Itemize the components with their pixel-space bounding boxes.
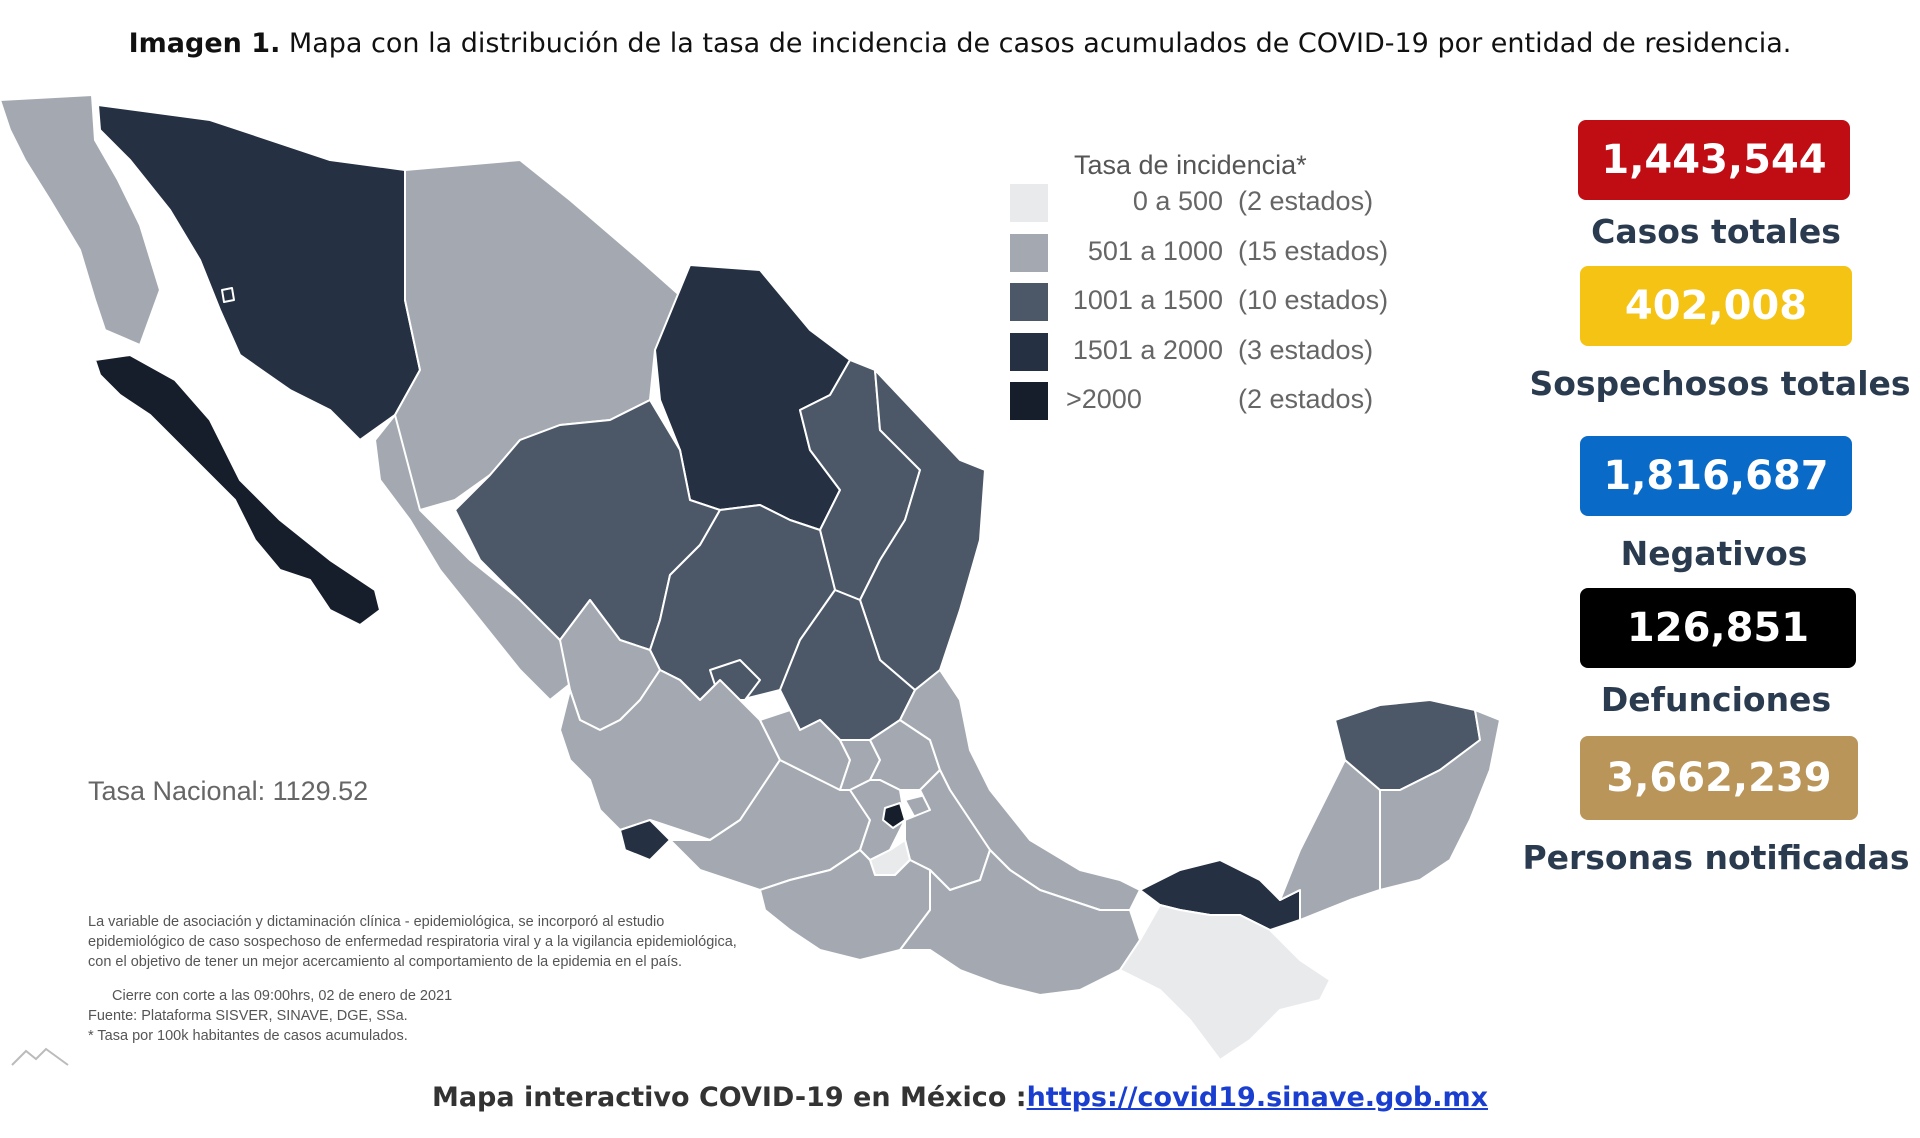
- stat-casos-totales: 1,443,544 Casos totales: [1578, 120, 1858, 251]
- legend-item: 501 a 1000 (15 estados): [1008, 230, 1428, 272]
- state-estado-de-mexico[interactable]: [849, 779, 906, 861]
- footer: Mapa interactivo COVID-19 en México :htt…: [0, 1082, 1920, 1113]
- stat-label: Defunciones: [1600, 680, 1832, 719]
- legend-count: (2 estados): [1238, 384, 1374, 414]
- note-tasa: * Tasa por 100k habitantes de casos acum…: [88, 1028, 408, 1044]
- stat-notificadas: 3,662,239 Personas notificadas: [1522, 736, 1910, 877]
- mexico-map: [0, 94, 1500, 1061]
- stat-value-box: 126,851: [1580, 588, 1856, 668]
- state-baja-california[interactable]: [0, 94, 161, 346]
- legend-item: 0 a 500 (2 estados): [1008, 180, 1428, 222]
- island-tiburon: [221, 287, 235, 303]
- legend-count: (3 estados): [1238, 335, 1374, 365]
- note-cierre: Cierre con corte a las 09:00hrs, 02 de e…: [112, 988, 453, 1004]
- legend-swatch: [1010, 283, 1048, 321]
- stat-label: Casos totales: [1591, 212, 1841, 251]
- legend-range: 1501 a 2000: [1072, 335, 1223, 365]
- state-colima[interactable]: [619, 819, 671, 861]
- legend-range: >2000: [1066, 384, 1142, 414]
- legend-range: 0 a 500: [1132, 186, 1223, 216]
- legend-swatch: [1010, 234, 1048, 272]
- legend-item: 1501 a 2000 (3 estados): [1008, 329, 1428, 371]
- note-line: La variable de asociación y dictaminació…: [88, 914, 665, 930]
- mountain-logo-icon: [11, 1047, 69, 1066]
- note-line: con el objetivo de tener un mejor acerca…: [88, 954, 683, 970]
- caption-prefix: Imagen 1.: [128, 28, 281, 59]
- national-rate: Tasa Nacional: 1129.52: [88, 776, 369, 806]
- legend-item: >2000 (2 estados): [1008, 378, 1428, 420]
- legend-count: (10 estados): [1238, 285, 1389, 315]
- legend-count: (2 estados): [1238, 186, 1374, 216]
- legend-range: 501 a 1000: [1087, 236, 1223, 266]
- stat-label: Sospechosos totales: [1529, 364, 1911, 403]
- state-baja-california-sur[interactable]: [94, 354, 381, 626]
- footnotes: La variable de asociación y dictaminació…: [88, 912, 737, 1046]
- state-sonora[interactable]: [97, 104, 421, 441]
- stat-label: Negativos: [1620, 534, 1808, 573]
- legend-swatch: [1010, 382, 1048, 420]
- stat-negativos: 1,816,687 Negativos: [1580, 436, 1860, 573]
- state-guerrero[interactable]: [759, 849, 931, 961]
- state-sinaloa[interactable]: [374, 414, 576, 701]
- footer-link[interactable]: https://covid19.sinave.gob.mx: [1026, 1082, 1489, 1113]
- stat-value-box: 1,816,687: [1580, 436, 1852, 516]
- note-line: epidemiológico de caso sospechoso de enf…: [88, 934, 737, 950]
- stat-value-box: 1,443,544: [1578, 120, 1850, 200]
- caption-text: Mapa con la distribución de la tasa de i…: [280, 28, 1792, 59]
- stat-defunciones: 126,851 Defunciones: [1580, 588, 1860, 719]
- state-quintana-roo[interactable]: [1379, 709, 1500, 891]
- legend-count: (15 estados): [1238, 236, 1389, 266]
- figure-caption: Imagen 1. Mapa con la distribución de la…: [0, 28, 1920, 59]
- stat-value-box: 3,662,239: [1580, 736, 1858, 820]
- stat-sospechosos: 402,008 Sospechosos totales: [1529, 266, 1911, 403]
- legend-title: Tasa de incidencia*: [1074, 150, 1307, 180]
- legend-item: 1001 a 1500 (10 estados): [1008, 279, 1428, 321]
- state-chiapas[interactable]: [1119, 904, 1331, 1061]
- stat-label: Personas notificadas: [1522, 838, 1910, 877]
- state-cdmx[interactable]: [882, 802, 906, 829]
- legend-swatch: [1010, 184, 1048, 222]
- note-fuente: Fuente: Plataforma SISVER, SINAVE, DGE, …: [88, 1008, 408, 1024]
- stat-value-box: 402,008: [1580, 266, 1852, 346]
- legend-swatch: [1010, 333, 1048, 371]
- footer-text: Mapa interactivo COVID-19 en México :: [431, 1082, 1027, 1113]
- legend-range: 1001 a 1500: [1072, 285, 1223, 315]
